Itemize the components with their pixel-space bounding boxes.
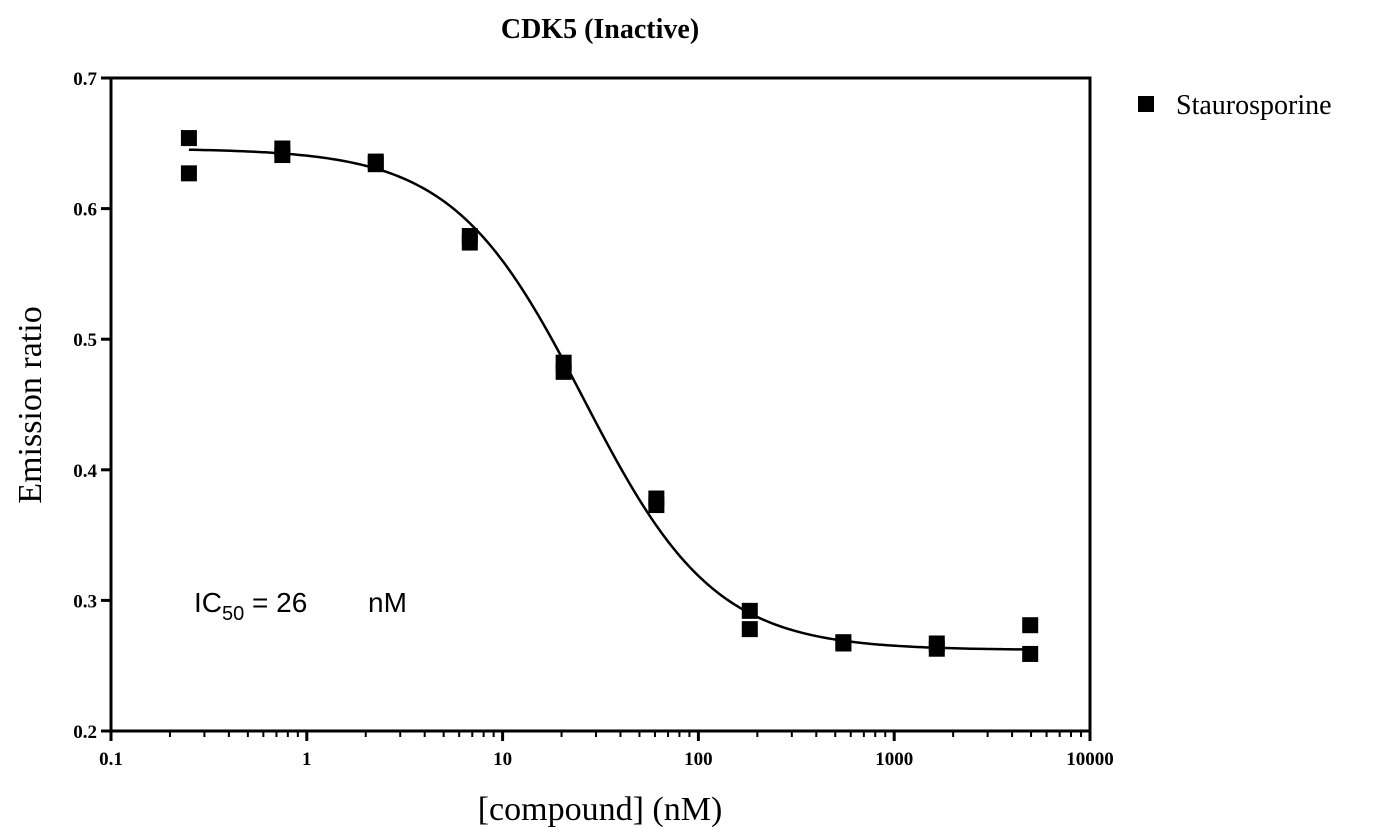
data-point xyxy=(274,147,291,164)
data-point xyxy=(367,156,384,173)
data-point xyxy=(835,635,852,652)
data-point xyxy=(928,640,945,657)
ic50-value: = 26 xyxy=(244,587,307,618)
fit-curve xyxy=(188,148,1031,651)
y-tick-label: 0.5 xyxy=(73,330,97,351)
x-tick-label: 10 xyxy=(493,749,512,770)
data-point xyxy=(461,234,478,251)
plot-frame xyxy=(109,76,1092,733)
data-point xyxy=(180,130,197,147)
data-points xyxy=(180,130,1039,662)
data-point xyxy=(180,165,197,182)
legend-label-staurosporine: Staurosporine xyxy=(1176,90,1332,121)
y-axis-ticks: 0.2 0.3 0.4 0.5 0.6 0.7 xyxy=(73,69,111,743)
ic50-annotation: IC50 = 26 xyxy=(194,587,307,625)
ic50-prefix: IC xyxy=(194,587,222,618)
x-tick-label: 100 xyxy=(684,749,713,770)
ic50-unit: nM xyxy=(368,587,407,618)
x-tick-label: 0.1 xyxy=(99,749,123,770)
y-tick-label: 0.7 xyxy=(73,69,97,90)
data-point xyxy=(555,363,572,380)
x-tick-label: 1000 xyxy=(875,749,913,770)
x-axis-label: [compound] (nM) xyxy=(478,791,723,827)
y-tick-label: 0.2 xyxy=(73,722,97,743)
y-tick-label: 0.6 xyxy=(73,200,97,221)
y-tick-label: 0.4 xyxy=(73,461,97,482)
chart-title: CDK5 (Inactive) xyxy=(501,14,699,45)
legend-marker-staurosporine xyxy=(1138,96,1154,112)
data-point xyxy=(741,602,758,619)
ic50-subscript: 50 xyxy=(222,603,244,625)
x-tick-label: 1 xyxy=(302,749,312,770)
y-tick-label: 0.3 xyxy=(73,591,97,612)
data-point xyxy=(1022,645,1039,662)
data-point xyxy=(741,621,758,638)
data-point xyxy=(1022,617,1039,634)
x-axis-ticks: 0.1 1 10 100 1000 10000 xyxy=(99,731,1114,770)
y-axis-label: Emission ratio xyxy=(12,306,49,503)
x-tick-label: 10000 xyxy=(1066,749,1114,770)
data-point xyxy=(648,497,665,514)
